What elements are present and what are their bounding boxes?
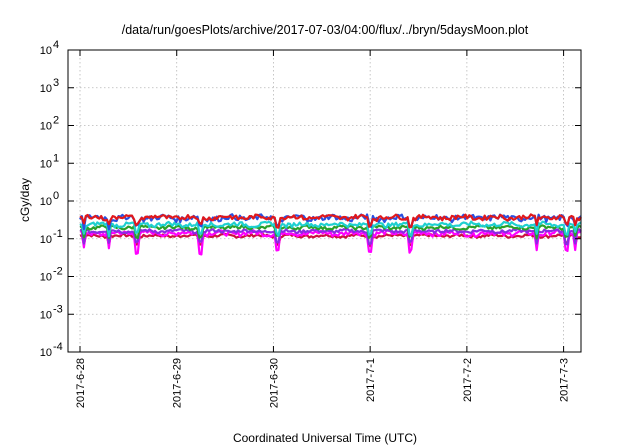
series-line (79, 227, 582, 246)
series-line (79, 213, 582, 229)
x-tick-label: 2017-6-28 (75, 358, 87, 408)
y-tick-exponent: 4 (53, 39, 59, 51)
x-tick-label: 2017-7-3 (559, 358, 571, 402)
y-tick-exponent: -1 (53, 228, 63, 240)
y-tick-exponent: 0 (53, 190, 59, 202)
y-tick-label: 10 (40, 121, 52, 133)
series-line (79, 232, 582, 247)
y-tick-label: 10 (40, 45, 52, 57)
y-tick-exponent: 1 (53, 152, 59, 164)
chart-title: /data/run/goesPlots/archive/2017-07-03/0… (122, 23, 529, 37)
x-tick-label: 2017-7-2 (462, 358, 474, 402)
y-axis-label: cGy/day (18, 178, 32, 222)
y-tick-exponent: -4 (53, 341, 63, 353)
y-tick-exponent: -3 (53, 303, 63, 315)
y-tick-label: 10 (40, 347, 52, 359)
x-tick-label: 2017-7-1 (365, 358, 377, 402)
y-tick-label: 10 (40, 158, 52, 170)
series-line (79, 220, 582, 238)
y-tick-label: 10 (40, 196, 52, 208)
y-tick-label: 10 (40, 272, 52, 284)
y-tick-exponent: -2 (53, 266, 63, 278)
x-axis-label: Coordinated Universal Time (UTC) (233, 431, 417, 445)
grid (68, 50, 581, 352)
y-tick-exponent: 3 (53, 77, 59, 89)
series-line (79, 224, 582, 240)
y-tick-label: 10 (40, 234, 52, 246)
series-group (79, 213, 582, 256)
x-axis: 2017-6-28 2017-6-29 2017-6-30 2017-7-1 2017-… (75, 50, 571, 408)
y-tick-label: 10 (40, 83, 52, 95)
x-tick-label: 2017-6-30 (268, 358, 280, 408)
x-tick-label: 2017-6-29 (172, 358, 184, 408)
y-tick-label: 10 (40, 309, 52, 321)
y-tick-exponent: 2 (53, 115, 59, 127)
